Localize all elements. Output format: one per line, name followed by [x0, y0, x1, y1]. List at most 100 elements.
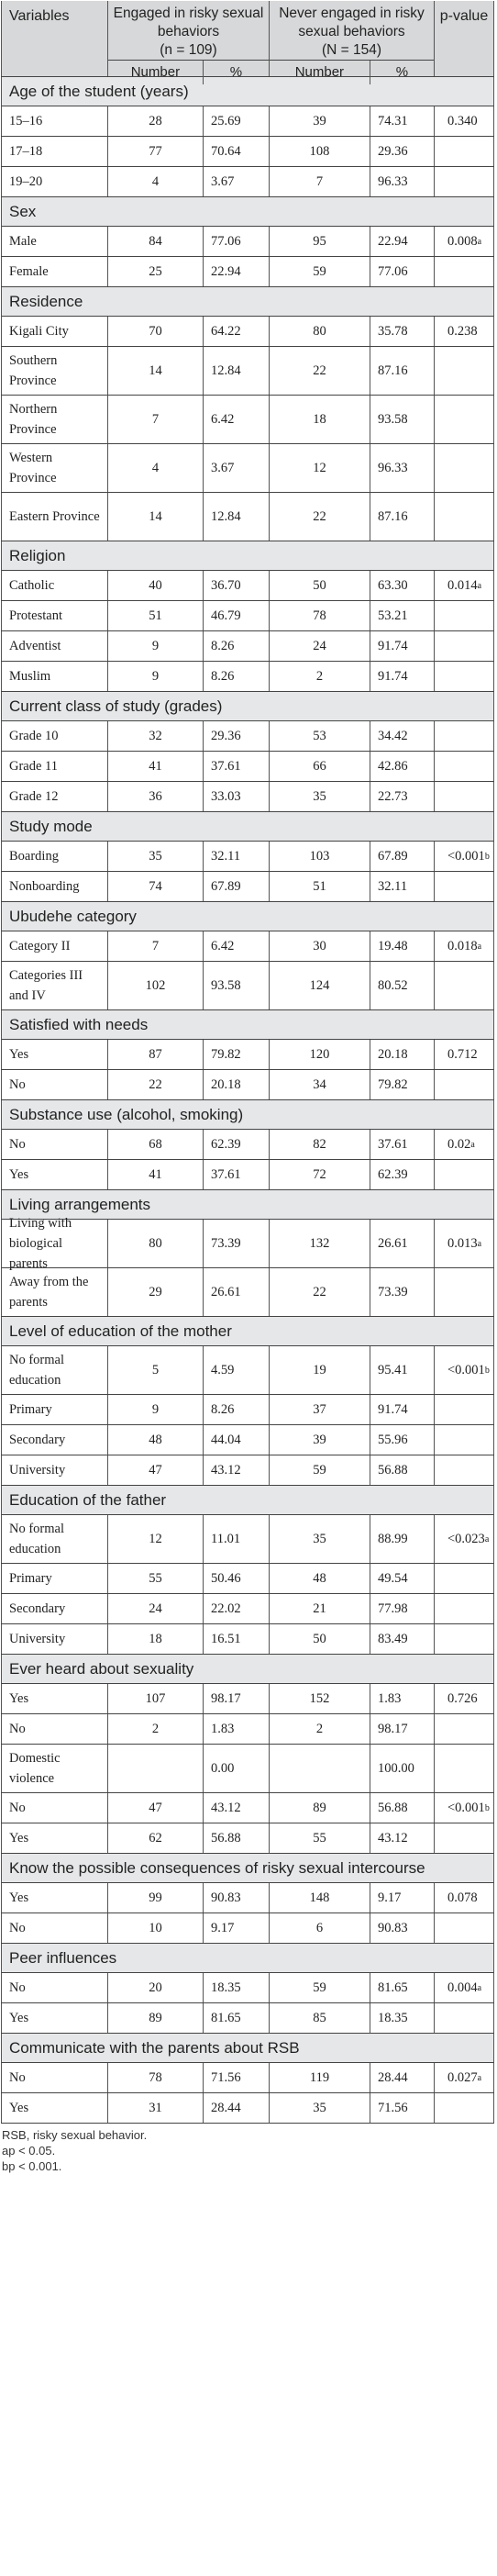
- variable-label: Yes: [1, 1160, 108, 1189]
- never-number: 22: [270, 1268, 370, 1316]
- variable-label: No: [1, 1070, 108, 1099]
- table-row: Adventist 9 8.26 24 91.74: [1, 631, 494, 662]
- engaged-percent: 93.58: [204, 962, 270, 1009]
- never-number: 2: [270, 662, 370, 691]
- never-percent: 87.16: [370, 493, 435, 541]
- p-value: [435, 1268, 494, 1316]
- never-number: 72: [270, 1160, 370, 1189]
- variable-label: Nonboarding: [1, 872, 108, 901]
- never-percent: 88.99: [370, 1515, 435, 1563]
- engaged-percent: 3.67: [204, 167, 270, 196]
- variable-label: Eastern Province: [1, 493, 108, 541]
- never-percent: 26.61: [370, 1220, 435, 1267]
- engaged-number: 89: [108, 2003, 204, 2033]
- engaged-number: 48: [108, 1425, 204, 1455]
- never-number: 103: [270, 842, 370, 871]
- p-value: [435, 1455, 494, 1485]
- engaged-number: 47: [108, 1793, 204, 1823]
- engaged-percent: 64.22: [204, 317, 270, 346]
- variable-label: Yes: [1, 2003, 108, 2033]
- never-percent: 91.74: [370, 1395, 435, 1424]
- engaged-number: 14: [108, 493, 204, 541]
- never-percent: 96.33: [370, 444, 435, 492]
- p-value: [435, 1913, 494, 1943]
- engaged-percent: 62.39: [204, 1130, 270, 1159]
- section-header: Level of education of the mother: [1, 1317, 494, 1346]
- table-row: Protestant 51 46.79 78 53.21: [1, 601, 494, 631]
- variable-label: No: [1, 1793, 108, 1823]
- p-value: <0.023 a: [435, 1515, 494, 1563]
- never-number: 22: [270, 493, 370, 541]
- engaged-percent: 28.44: [204, 2093, 270, 2123]
- engaged-number: 62: [108, 1823, 204, 1853]
- never-number: 19: [270, 1346, 370, 1394]
- engaged-percent: 50.46: [204, 1564, 270, 1593]
- never-number: 35: [270, 2093, 370, 2123]
- table-row: No formal education 12 11.01 35 88.99 <0.023 a: [1, 1515, 494, 1564]
- table-row: No 2 1.83 2 98.17: [1, 1714, 494, 1745]
- never-percent: 63.30: [370, 571, 435, 600]
- never-percent: 28.44: [370, 2063, 435, 2092]
- p-value: [435, 167, 494, 196]
- engaged-number: 2: [108, 1714, 204, 1744]
- table-row: Yes 107 98.17 152 1.83 0.726: [1, 1684, 494, 1714]
- never-percent: 80.52: [370, 962, 435, 1009]
- never-percent: 53.21: [370, 601, 435, 630]
- table-row: Kigali City 70 64.22 80 35.78 0.238: [1, 317, 494, 347]
- variable-label: Yes: [1, 2093, 108, 2123]
- variable-label: Primary: [1, 1564, 108, 1593]
- section-header: Residence: [1, 287, 494, 317]
- never-percent: 18.35: [370, 2003, 435, 2033]
- engaged-percent: 90.83: [204, 1883, 270, 1912]
- never-number: 7: [270, 167, 370, 196]
- engaged-number: 36: [108, 782, 204, 811]
- never-percent: 100.00: [370, 1745, 435, 1792]
- never-percent: 56.88: [370, 1793, 435, 1823]
- variable-label: Catholic: [1, 571, 108, 600]
- engaged-percent: 98.17: [204, 1684, 270, 1713]
- p-value: [435, 662, 494, 691]
- p-value: [435, 1594, 494, 1623]
- engaged-number: 14: [108, 347, 204, 395]
- variable-label: 15–16: [1, 106, 108, 136]
- p-value: [435, 962, 494, 1009]
- never-number: 78: [270, 601, 370, 630]
- significance-marker: a: [470, 1139, 475, 1150]
- variable-label: 17–18: [1, 137, 108, 166]
- engaged-percent: 0.00: [204, 1745, 270, 1792]
- never-percent: 77.98: [370, 1594, 435, 1623]
- p-value: <0.001 b: [435, 1793, 494, 1823]
- table-row: Yes 62 56.88 55 43.12: [1, 1823, 494, 1854]
- engaged-number: 31: [108, 2093, 204, 2123]
- never-number: 24: [270, 631, 370, 661]
- variable-label: Secondary: [1, 1594, 108, 1623]
- variable-label: No: [1, 1714, 108, 1744]
- table-row: Category II 7 6.42 30 19.48 0.018 a: [1, 931, 494, 962]
- table-row: Primary 9 8.26 37 91.74: [1, 1395, 494, 1425]
- significance-marker: a: [477, 1238, 482, 1249]
- never-number: 124: [270, 962, 370, 1009]
- p-value: [435, 1624, 494, 1654]
- engaged-percent: 29.36: [204, 721, 270, 751]
- variable-label: Northern Province: [1, 396, 108, 443]
- engaged-percent: 18.35: [204, 1973, 270, 2002]
- header-engaged-group: Engaged in risky sexual behaviors (n = 1…: [108, 1, 270, 84]
- p-value: <0.001 b: [435, 842, 494, 871]
- table-row: Muslim 9 8.26 2 91.74: [1, 662, 494, 692]
- engaged-percent: 44.04: [204, 1425, 270, 1455]
- engaged-percent: 6.42: [204, 396, 270, 443]
- never-number: 85: [270, 2003, 370, 2033]
- p-value: 0.013 a: [435, 1220, 494, 1267]
- p-value: [435, 601, 494, 630]
- variable-label: No: [1, 1913, 108, 1943]
- engaged-number: 99: [108, 1883, 204, 1912]
- never-percent: 87.16: [370, 347, 435, 395]
- engaged-percent: 43.12: [204, 1793, 270, 1823]
- variable-label: Yes: [1, 1883, 108, 1912]
- variable-label: 19–20: [1, 167, 108, 196]
- engaged-percent: 43.12: [204, 1455, 270, 1485]
- table-row: No 47 43.12 89 56.88 <0.001 b: [1, 1793, 494, 1823]
- table-row: Away from the parents 29 26.61 22 73.39: [1, 1268, 494, 1317]
- engaged-number: 22: [108, 1070, 204, 1099]
- never-number: 39: [270, 106, 370, 136]
